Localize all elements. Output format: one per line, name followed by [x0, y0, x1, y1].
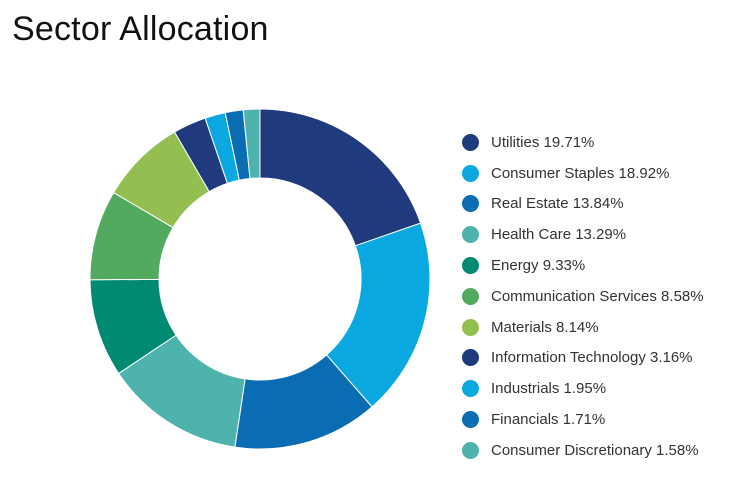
legend-item-materials: Materials 8.14%: [462, 312, 704, 343]
legend-label: Utilities 19.71%: [491, 133, 595, 151]
chart-title: Sector Allocation: [12, 10, 269, 48]
legend-item-health-care: Health Care 13.29%: [462, 219, 704, 250]
legend-label: Financials 1.71%: [491, 411, 606, 429]
legend-item-consumer-discretionary: Consumer Discretionary 1.58%: [462, 435, 704, 466]
legend-label: Consumer Staples 18.92%: [491, 164, 670, 182]
chart-legend: Utilities 19.71% Consumer Staples 18.92% R…: [462, 127, 704, 466]
donut-slice-utilities: [259, 108, 422, 247]
legend-swatch: [462, 287, 479, 305]
legend-swatch: [462, 133, 479, 151]
legend-label: Materials 8.14%: [491, 318, 599, 336]
legend-swatch: [462, 441, 479, 459]
legend-swatch: [462, 195, 479, 213]
legend-swatch: [462, 380, 479, 398]
legend-label: Consumer Discretionary 1.58%: [491, 441, 699, 459]
legend-label: Information Technology 3.16%: [491, 349, 693, 367]
legend-item-information-technology: Information Technology 3.16%: [462, 343, 704, 374]
donut-slice-consumer-discretionary: [242, 108, 261, 180]
legend-item-consumer-staples: Consumer Staples 18.92%: [462, 158, 704, 189]
legend-swatch: [462, 164, 479, 182]
legend-label: Energy 9.33%: [491, 257, 586, 275]
legend-item-energy: Energy 9.33%: [462, 250, 704, 281]
legend-item-utilities: Utilities 19.71%: [462, 127, 704, 158]
legend-item-real-estate: Real Estate 13.84%: [462, 189, 704, 220]
legend-swatch: [462, 318, 479, 336]
legend-swatch: [462, 226, 479, 244]
legend-label: Health Care 13.29%: [491, 226, 627, 244]
legend-label: Industrials 1.95%: [491, 380, 607, 398]
legend-swatch: [462, 349, 479, 367]
legend-item-financials: Financials 1.71%: [462, 404, 704, 435]
legend-label: Real Estate 13.84%: [491, 195, 624, 213]
legend-label: Communication Services 8.58%: [491, 287, 704, 305]
legend-item-communication-services: Communication Services 8.58%: [462, 281, 704, 312]
legend-swatch: [462, 257, 479, 275]
legend-swatch: [462, 411, 479, 429]
legend-item-industrials: Industrials 1.95%: [462, 373, 704, 404]
